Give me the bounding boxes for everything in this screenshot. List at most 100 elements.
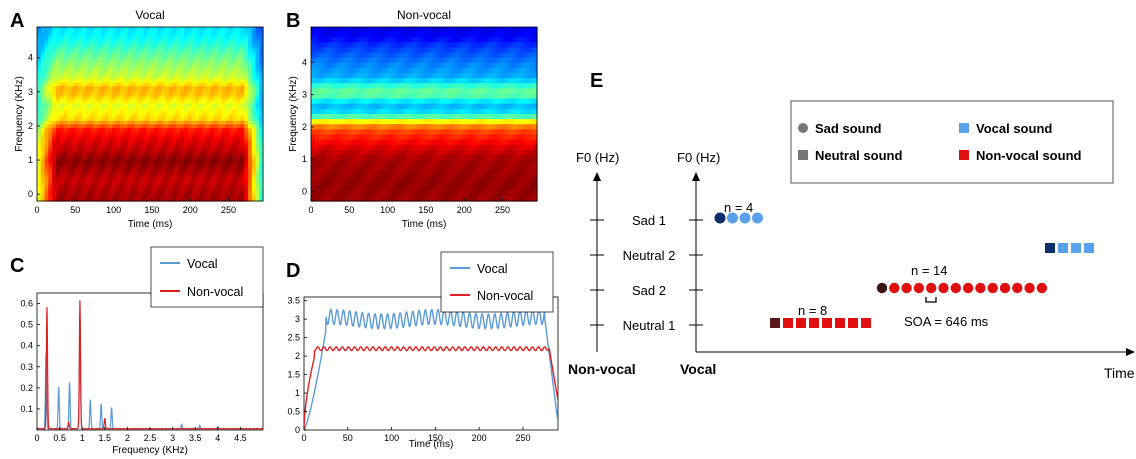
heatmap-cell xyxy=(52,190,57,195)
heatmap-cell xyxy=(533,88,538,95)
heatmap-cell xyxy=(198,145,204,150)
heatmap-cell xyxy=(198,117,204,122)
heatmap-cell xyxy=(85,138,91,143)
heatmap-cell xyxy=(70,152,76,157)
heatmap-cell xyxy=(195,114,200,119)
heatmap-cell xyxy=(157,47,162,52)
heatmap-cell xyxy=(116,152,121,157)
heatmap-cell xyxy=(183,180,189,185)
heatmap-cell xyxy=(97,120,102,126)
heatmap-cell xyxy=(367,93,372,100)
heatmap-cell xyxy=(119,30,125,35)
heatmap-cell xyxy=(67,148,72,153)
heatmap-cell xyxy=(450,32,455,38)
heatmap-cell xyxy=(70,197,76,202)
heatmap-cell xyxy=(217,61,223,66)
heatmap-cell xyxy=(329,37,335,43)
heatmap-cell xyxy=(503,149,508,156)
heatmap-cell xyxy=(378,134,384,141)
heatmap-cell xyxy=(78,120,83,126)
heatmap-cell xyxy=(52,166,57,171)
heatmap-cell xyxy=(180,72,185,77)
heatmap-cell xyxy=(214,75,219,80)
heatmap-cell xyxy=(119,194,125,199)
heatmap-cell xyxy=(480,108,485,115)
heatmap-cell xyxy=(236,65,241,70)
heatmap-cell xyxy=(112,27,117,32)
heatmap-cell xyxy=(472,124,478,130)
heatmap-cell xyxy=(352,114,357,120)
heatmap-cell xyxy=(59,47,64,52)
heatmap-cell xyxy=(367,37,372,43)
heatmap-cell xyxy=(89,58,95,63)
heatmap-cell xyxy=(206,47,211,52)
heatmap-cell xyxy=(210,155,215,160)
heatmap-cell xyxy=(244,33,249,39)
heatmap-cell xyxy=(521,149,527,156)
heatmap-cell xyxy=(465,27,470,33)
heatmap-cell xyxy=(191,40,196,45)
heatmap-cell xyxy=(480,78,485,84)
heatmap-cell xyxy=(514,57,519,64)
heatmap-cell xyxy=(187,159,193,164)
heatmap-cell xyxy=(52,86,57,91)
heatmap-cell xyxy=(146,40,151,45)
heatmap-cell xyxy=(401,180,406,187)
heatmap-cell xyxy=(142,141,147,146)
heatmap-cell xyxy=(116,124,121,129)
heatmap-cell xyxy=(499,67,504,74)
heatmap-cell xyxy=(318,175,323,182)
heatmap-cell xyxy=(371,119,376,125)
heatmap-cell xyxy=(390,83,395,90)
heatmap-cell xyxy=(495,154,500,161)
heatmap-cell xyxy=(59,183,64,188)
heatmap-cell xyxy=(85,82,91,87)
heatmap-cell xyxy=(93,75,98,80)
heatmap-cell xyxy=(255,166,260,171)
heatmap-cell xyxy=(172,96,177,101)
heatmap-cell xyxy=(450,62,455,69)
heatmap-cell xyxy=(247,37,253,42)
heatmap-cell xyxy=(37,141,42,146)
heatmap-cell xyxy=(187,173,193,178)
heatmap-cell xyxy=(232,159,238,164)
heatmap-cell xyxy=(442,165,448,171)
heatmap-cell xyxy=(326,175,331,182)
heatmap-cell xyxy=(176,187,181,192)
heatmap-cell xyxy=(431,185,436,192)
heatmap-cell xyxy=(229,107,234,112)
heatmap-cell xyxy=(138,114,144,119)
heatmap-cell xyxy=(326,67,331,74)
heatmap-cell xyxy=(210,114,215,119)
heatmap-cell xyxy=(131,190,136,195)
y-tick-label: 2 xyxy=(28,121,33,131)
heatmap-cell xyxy=(187,68,193,73)
heatmap-cell xyxy=(44,148,49,153)
heatmap-cell xyxy=(525,185,531,192)
heatmap-cell xyxy=(195,58,200,63)
heatmap-cell xyxy=(431,32,436,38)
heatmap-cell xyxy=(259,190,264,195)
heatmap-cell xyxy=(525,139,531,146)
heatmap-cell xyxy=(89,93,95,98)
heatmap-cell xyxy=(52,162,57,167)
heatmap-cell xyxy=(97,54,102,59)
heatmap-cell xyxy=(55,51,61,56)
heatmap-cell xyxy=(386,139,391,146)
x-tick-label: 100 xyxy=(106,205,121,215)
heatmap-cell xyxy=(165,96,170,101)
heatmap-cell xyxy=(206,183,211,188)
heatmap-cell xyxy=(382,165,387,171)
heatmap-cell xyxy=(119,141,125,146)
heatmap-cell xyxy=(412,180,418,187)
heatmap-cell xyxy=(476,119,482,125)
heatmap-cell xyxy=(198,173,204,178)
heatmap-cell xyxy=(153,100,159,105)
heatmap-cell xyxy=(176,194,181,199)
heatmap-cell xyxy=(40,169,46,174)
heatmap-cell xyxy=(206,187,211,192)
heatmap-cell xyxy=(104,124,110,129)
heatmap-cell xyxy=(431,52,436,59)
heatmap-cell xyxy=(446,134,451,141)
heatmap-cell xyxy=(183,37,189,42)
